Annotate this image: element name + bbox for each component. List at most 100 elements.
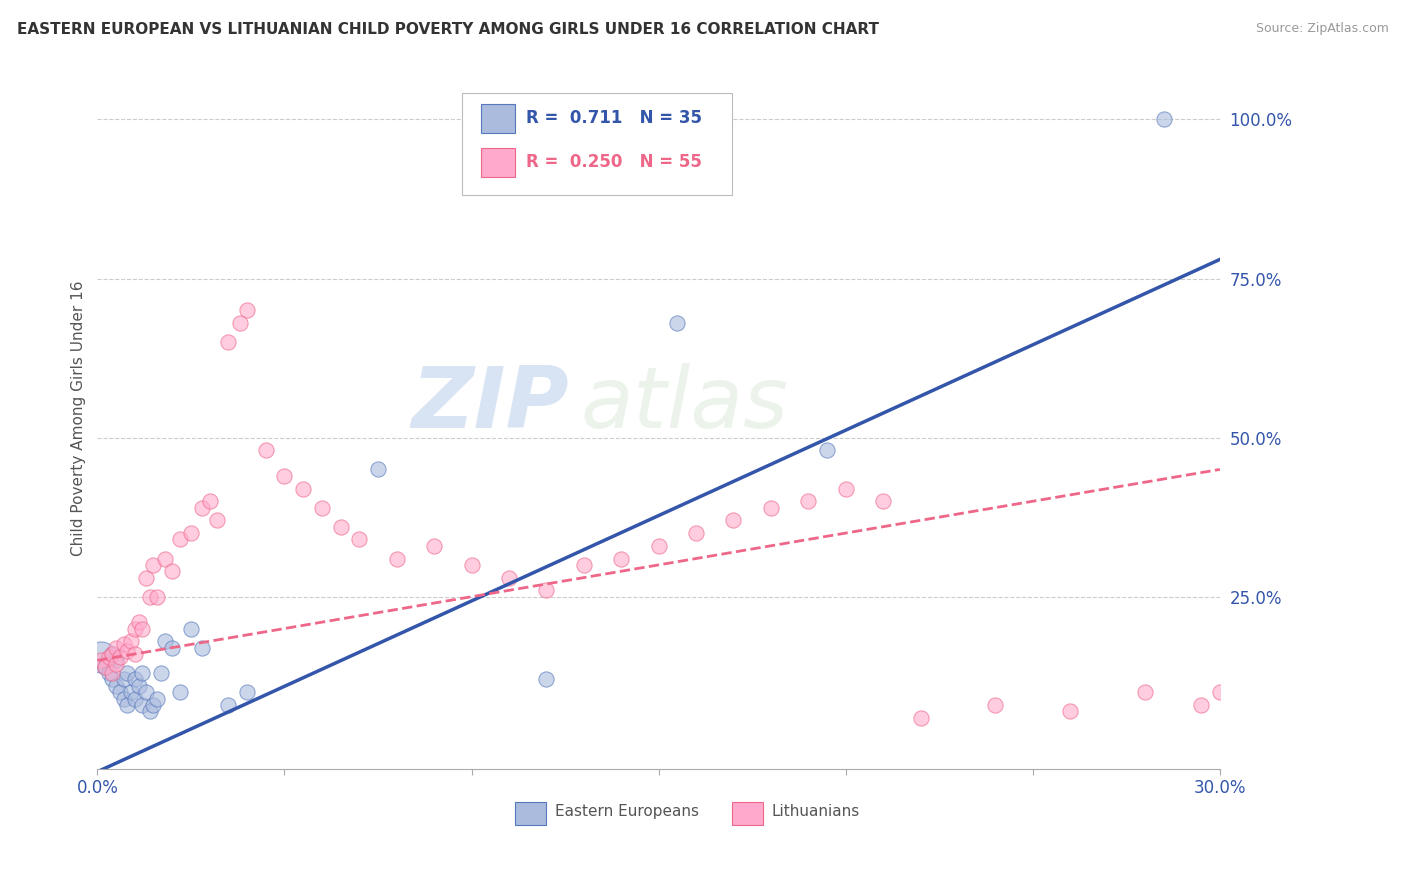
FancyBboxPatch shape — [731, 802, 763, 824]
Point — [1209, 685, 1232, 699]
Point — [101, 647, 124, 661]
Point — [120, 685, 142, 699]
Point — [385, 551, 408, 566]
Point — [105, 679, 128, 693]
Point — [423, 539, 446, 553]
Point — [191, 640, 214, 655]
Point — [169, 533, 191, 547]
Point — [97, 650, 120, 665]
FancyBboxPatch shape — [481, 147, 515, 177]
Text: EASTERN EUROPEAN VS LITHUANIAN CHILD POVERTY AMONG GIRLS UNDER 16 CORRELATION CH: EASTERN EUROPEAN VS LITHUANIAN CHILD POV… — [17, 22, 879, 37]
Point — [160, 640, 183, 655]
Point — [112, 691, 135, 706]
Point — [124, 622, 146, 636]
Point — [367, 462, 389, 476]
Point — [120, 634, 142, 648]
Point — [217, 335, 239, 350]
Point — [217, 698, 239, 712]
FancyBboxPatch shape — [481, 103, 515, 133]
Point — [572, 558, 595, 572]
Point — [723, 513, 745, 527]
Point — [108, 685, 131, 699]
Point — [101, 666, 124, 681]
Point — [536, 673, 558, 687]
Point — [1189, 698, 1212, 712]
Point — [153, 551, 176, 566]
Point — [94, 659, 117, 673]
Point — [759, 500, 782, 515]
Point — [460, 558, 482, 572]
Point — [1059, 704, 1081, 718]
Point — [169, 685, 191, 699]
Point — [228, 316, 250, 330]
FancyBboxPatch shape — [463, 93, 731, 194]
Point — [329, 519, 352, 533]
Point — [292, 482, 315, 496]
Text: Source: ZipAtlas.com: Source: ZipAtlas.com — [1256, 22, 1389, 36]
Point — [685, 526, 707, 541]
Point — [149, 666, 172, 681]
Point — [236, 303, 259, 318]
Point — [311, 500, 333, 515]
Point — [1133, 685, 1156, 699]
Point — [1153, 112, 1175, 127]
Point — [146, 590, 169, 604]
Point — [142, 558, 165, 572]
Point — [205, 513, 228, 527]
Point — [198, 494, 221, 508]
Point — [349, 533, 371, 547]
Point — [112, 637, 135, 651]
Point — [984, 698, 1007, 712]
Point — [101, 673, 124, 687]
Point — [97, 666, 120, 681]
Point — [180, 526, 202, 541]
Point — [191, 500, 214, 515]
Point — [135, 685, 157, 699]
Point — [872, 494, 894, 508]
Point — [124, 673, 146, 687]
Point — [834, 482, 856, 496]
FancyBboxPatch shape — [515, 802, 547, 824]
Point — [153, 634, 176, 648]
Point — [138, 590, 160, 604]
Point — [815, 443, 838, 458]
Point — [131, 666, 153, 681]
Point — [105, 657, 128, 671]
Point — [90, 650, 112, 665]
Point — [797, 494, 820, 508]
Point — [142, 698, 165, 712]
Point — [647, 539, 669, 553]
Point — [124, 647, 146, 661]
Point — [146, 691, 169, 706]
Point — [160, 564, 183, 578]
Point — [910, 711, 932, 725]
Point — [94, 659, 117, 673]
Point — [498, 571, 520, 585]
Text: R =  0.250   N = 55: R = 0.250 N = 55 — [526, 153, 702, 171]
Point — [138, 704, 160, 718]
Point — [666, 316, 689, 330]
Point — [117, 644, 139, 658]
Point — [90, 653, 112, 667]
Point — [108, 650, 131, 665]
Point — [112, 673, 135, 687]
Point — [180, 622, 202, 636]
Point — [105, 653, 128, 667]
Point — [128, 679, 150, 693]
Point — [124, 691, 146, 706]
Text: Lithuanians: Lithuanians — [772, 805, 860, 820]
Y-axis label: Child Poverty Among Girls Under 16: Child Poverty Among Girls Under 16 — [72, 281, 86, 557]
Text: R =  0.711   N = 35: R = 0.711 N = 35 — [526, 109, 702, 127]
Point — [536, 583, 558, 598]
Point — [610, 551, 633, 566]
Point — [128, 615, 150, 629]
Text: ZIP: ZIP — [411, 363, 569, 446]
Point — [131, 698, 153, 712]
Point — [273, 468, 295, 483]
Point — [105, 640, 128, 655]
Point — [236, 685, 259, 699]
Point — [117, 666, 139, 681]
Point — [254, 443, 277, 458]
Point — [101, 647, 124, 661]
Point — [131, 622, 153, 636]
